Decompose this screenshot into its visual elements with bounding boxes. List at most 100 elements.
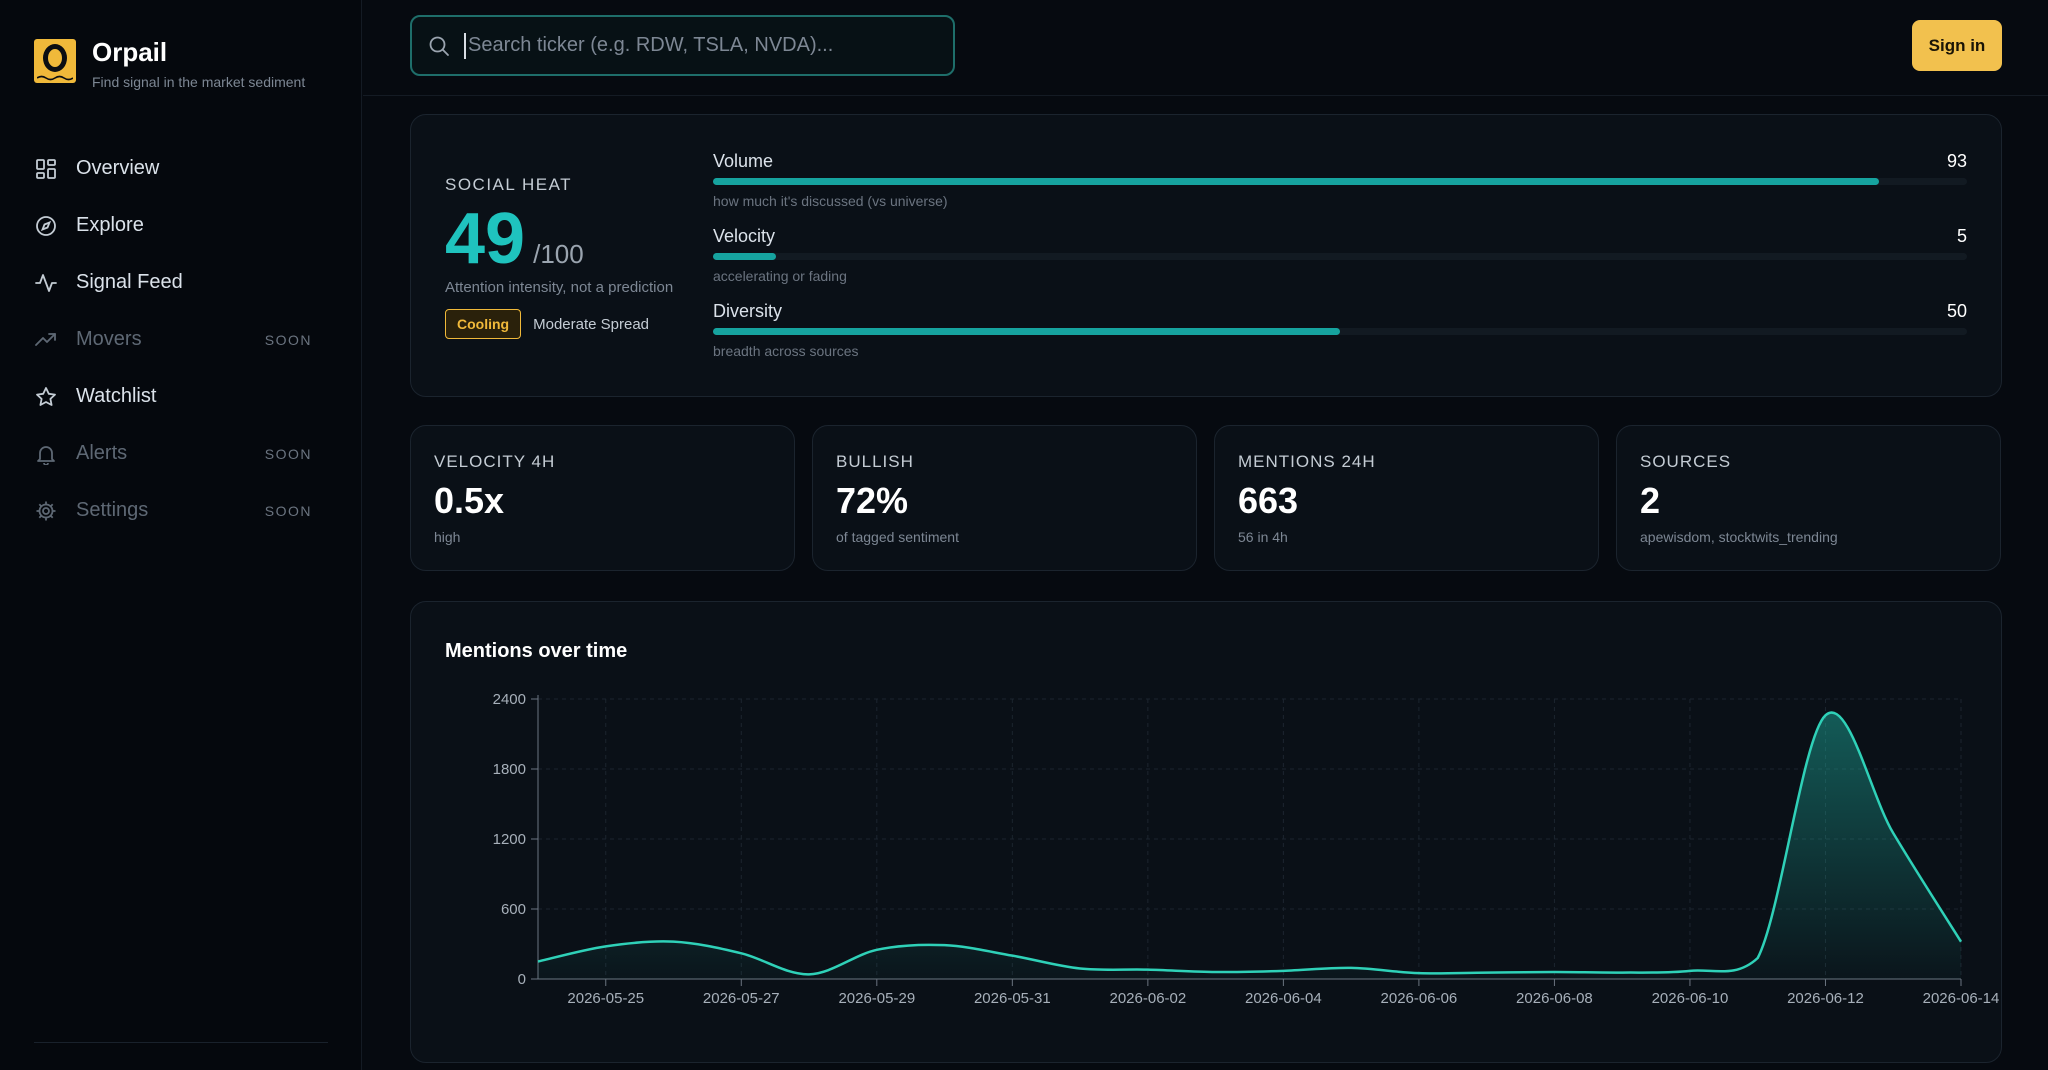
heat-subtitle: Attention intensity, not a prediction [445,279,674,296]
y-tick-label: 0 [518,971,526,988]
y-tick-label: 1800 [493,761,526,778]
metric-track [713,328,1967,335]
sidebar-divider [34,1042,328,1043]
mentions-chart-card: Mentions over time 0 600 1200 1800 2400 2026-… [410,601,2002,1063]
y-tick-label: 600 [501,901,526,918]
brand[interactable]: Orpail Find signal in the market sedimen… [34,38,305,90]
gear-icon [34,499,58,523]
stat-value: 2 [1640,480,1661,521]
search-input[interactable] [464,32,934,59]
sign-in-button[interactable]: Sign in [1912,20,2002,71]
trending-up-icon [34,328,58,352]
metric-fill [713,328,1340,335]
metric-track [713,178,1967,185]
sidebar-item-label: Movers [76,328,142,350]
stat-sub: of tagged sentiment [836,529,959,545]
metric-diversity: Diversity 50 breadth across sources [713,301,1967,376]
y-tick-label: 2400 [493,691,526,708]
activity-icon [34,271,58,295]
series-area [538,712,1961,979]
stat-value: 0.5x [434,480,505,521]
stat-label: VELOCITY 4H [434,452,556,471]
chart-title: Mentions over time [445,640,628,662]
sidebar-item-watchlist[interactable]: Watchlist [34,368,334,425]
star-icon [34,385,58,409]
mentions-chart: 0 600 1200 1800 2400 2026-05-25 2026-05-27 2026… [493,691,2000,1007]
metric-name: Volume [713,151,774,171]
metric-name: Velocity [713,226,776,246]
x-tick-label: 2026-05-31 [974,990,1051,1007]
sidebar-item-label: Explore [76,214,144,236]
x-tick-label: 2026-06-06 [1381,990,1458,1007]
metric-volume: Volume 93 how much it's discussed (vs un… [713,151,1967,226]
sidebar-item-label: Alerts [76,442,128,464]
x-tick-label: 2026-06-12 [1787,990,1864,1007]
sidebar-item-explore[interactable]: Explore [34,197,334,254]
sidebar-item-label: Settings [76,499,149,521]
social-heat-score: 49 /100 [445,199,584,279]
sidebar-item-label: Overview [76,157,160,179]
stat-card-sources: SOURCES 2 apewisdom, stocktwits_trending [1616,425,2001,571]
brand-name: Orpail [92,37,168,67]
sidebar-item-overview[interactable]: Overview [34,140,334,197]
stat-card-velocity: VELOCITY 4H 0.5x high [410,425,795,571]
stat-sub: high [434,529,461,545]
social-heat-card: SOCIAL HEAT 49 /100 Attention intensity,… [410,114,2002,397]
sidebar: Orpail Find signal in the market sedimen… [0,0,362,1070]
metric-desc: how much it's discussed (vs universe) [713,193,948,209]
stat-sub: 56 in 4h [1238,529,1288,545]
sidebar-item-signal-feed[interactable]: Signal Feed [34,254,334,311]
stat-value: 663 [1238,480,1299,521]
search-icon [428,35,450,57]
series-line [537,711,1963,976]
soon-badge: SOON [264,445,312,462]
social-heat-label: SOCIAL HEAT [445,175,573,194]
stat-value: 72% [836,480,909,521]
y-tick-label: 1200 [493,831,526,848]
stat-card-bullish: BULLISH 72% of tagged sentiment [812,425,1197,571]
soon-badge: SOON [264,331,312,348]
sidebar-item-settings[interactable]: Settings SOON [34,482,334,539]
sidebar-item-label: Signal Feed [76,271,183,293]
heat-badges: Cooling Moderate Spread [445,309,649,339]
sidebar-nav: Overview Explore Signal Feed Movers SOON [34,140,334,539]
heat-score-max: /100 [533,239,584,269]
grid-icon [34,157,58,181]
bell-icon [34,442,58,466]
stat-label: BULLISH [836,452,914,471]
spread-label: Moderate Spread [533,315,650,333]
soon-badge: SOON [264,502,312,519]
stat-card-mentions: MENTIONS 24H 663 56 in 4h [1214,425,1599,571]
x-tick-label: 2026-06-04 [1245,990,1322,1007]
metric-value: 50 [1946,301,1967,321]
x-tick-label: 2026-06-08 [1516,990,1593,1007]
compass-icon [34,214,58,238]
metric-value: 5 [1956,226,1967,246]
stat-label: MENTIONS 24H [1238,452,1376,471]
x-tick-label: 2026-05-29 [838,990,915,1007]
sidebar-item-movers[interactable]: Movers SOON [34,311,334,368]
metric-desc: accelerating or fading [713,268,847,284]
topbar: Sign in [363,0,2048,96]
x-tick-label: 2026-06-02 [1109,990,1186,1007]
metric-fill [713,253,776,260]
heat-score-value: 49 [445,199,526,279]
search-box[interactable] [410,15,955,76]
brand-tagline: Find signal in the market sediment [92,74,306,90]
metric-name: Diversity [713,301,783,321]
metric-fill [713,178,1880,185]
sidebar-item-label: Watchlist [76,385,157,407]
x-tick-label: 2026-06-14 [1923,990,2000,1007]
x-tick-label: 2026-05-25 [567,990,644,1007]
x-tick-label: 2026-06-10 [1652,990,1729,1007]
stat-label: SOURCES [1640,452,1732,471]
sidebar-item-alerts[interactable]: Alerts SOON [34,425,334,482]
logo-icon [34,39,76,83]
x-tick-label: 2026-05-27 [703,990,780,1007]
metric-value: 93 [1946,151,1967,171]
metric-velocity: Velocity 5 accelerating or fading [713,226,1967,301]
metric-desc: breadth across sources [713,343,859,359]
cooling-badge: Cooling [445,309,522,339]
metric-track [713,253,1967,260]
heat-metrics: Volume 93 how much it's discussed (vs un… [713,151,1967,376]
